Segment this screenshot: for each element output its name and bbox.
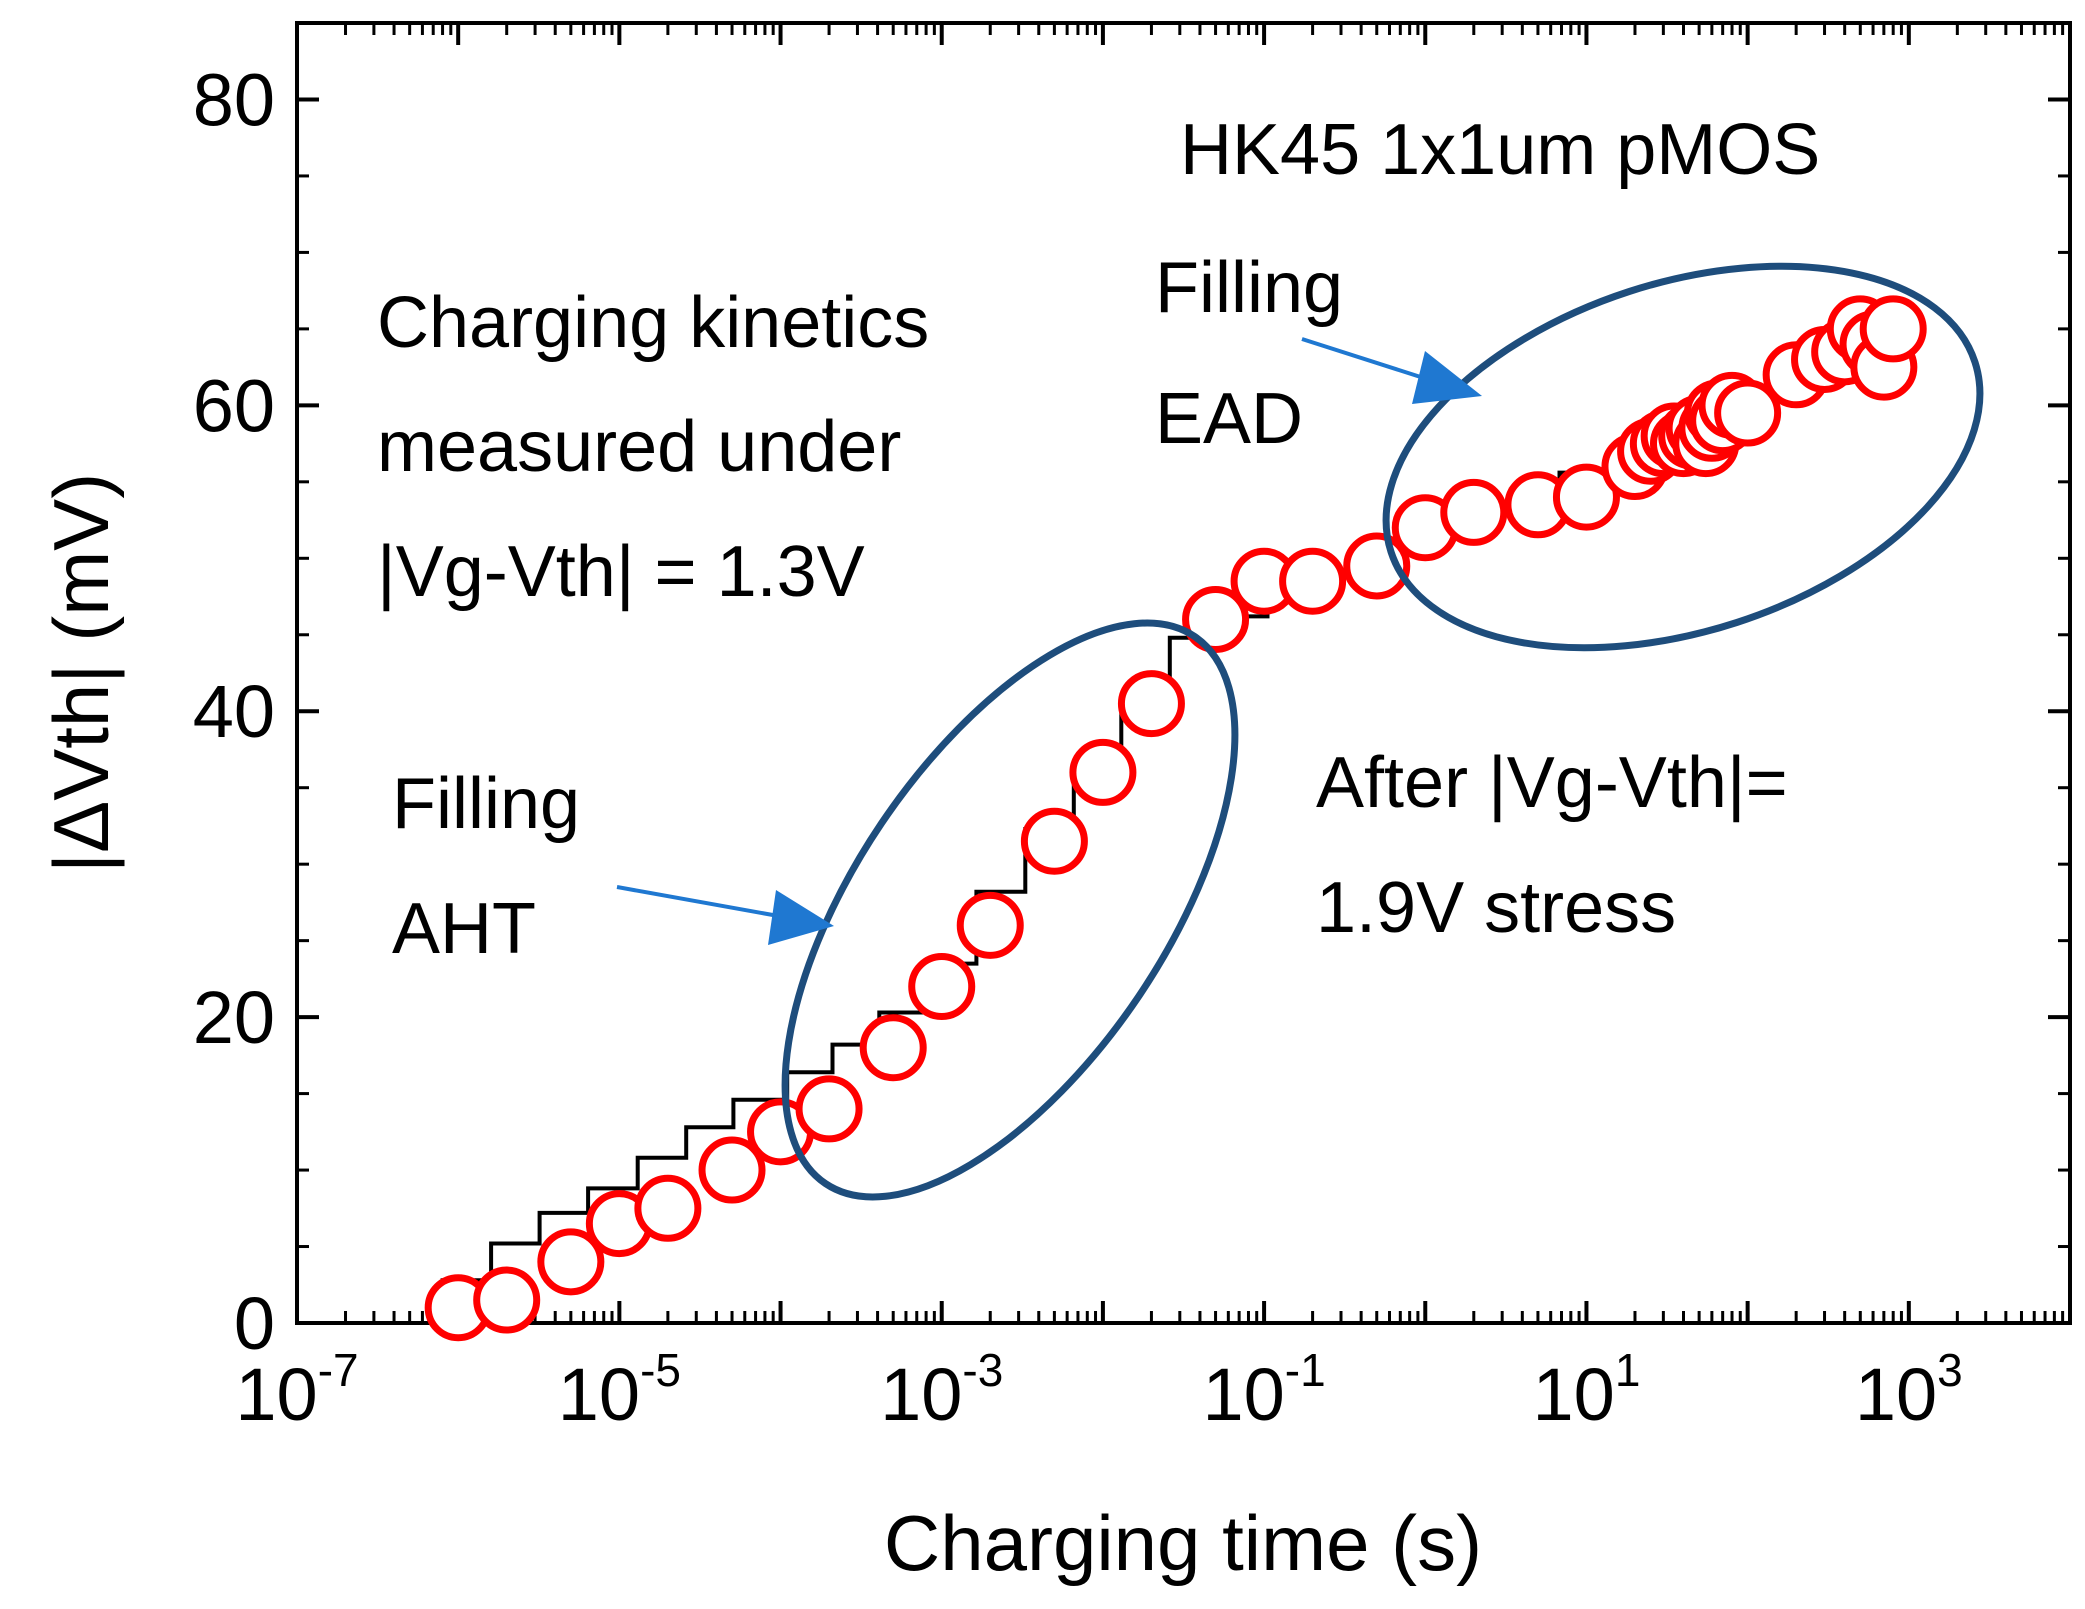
plot-frame xyxy=(295,21,2072,1325)
charging-note-line3: |Vg-Vth| = 1.3V xyxy=(377,532,865,612)
y-minor-ticks xyxy=(297,174,2070,1249)
ead-label-line2: EAD xyxy=(1155,379,1303,459)
y-tick-label: 80 xyxy=(193,58,275,141)
data-point xyxy=(1020,807,1088,875)
data-point xyxy=(908,953,976,1021)
data-point xyxy=(1440,478,1508,546)
charging-note-line2: measured under xyxy=(377,407,901,487)
data-point xyxy=(1182,585,1250,653)
data-point xyxy=(1859,295,1927,363)
aht-ellipse xyxy=(781,619,1239,1201)
y-major-ticks xyxy=(297,97,2070,1325)
x-axis-title: Charging time (s) xyxy=(884,1499,1482,1587)
x-tick-label: 103 xyxy=(1855,1344,1963,1436)
data-point xyxy=(956,891,1024,959)
data-point xyxy=(795,1075,863,1143)
y-axis-title: |ΔVth| (mV) xyxy=(37,473,125,873)
ead-arrow xyxy=(1301,337,1482,404)
y-tick-label: 20 xyxy=(193,976,275,1059)
measured-points xyxy=(424,295,1927,1342)
x-tick-label: 10-5 xyxy=(558,1344,681,1436)
after-note-line2: 1.9V stress xyxy=(1316,868,1676,948)
x-tick-label: 10-7 xyxy=(235,1344,358,1436)
aht-label-line2: AHT xyxy=(392,889,536,969)
x-tick-label: 101 xyxy=(1533,1344,1641,1436)
x-tick-label: 10-1 xyxy=(1202,1344,1325,1436)
ead-ellipse xyxy=(1382,262,1984,652)
after-note-line1: After |Vg-Vth|= xyxy=(1316,743,1788,823)
data-point xyxy=(1552,463,1620,531)
data-point xyxy=(1279,547,1347,615)
ead-label-line1: Filling xyxy=(1155,248,1343,328)
data-point xyxy=(537,1228,605,1296)
data-point xyxy=(634,1174,702,1242)
y-tick-label: 0 xyxy=(234,1282,275,1365)
aht-arrow xyxy=(616,885,834,945)
data-point xyxy=(698,1136,766,1204)
data-point xyxy=(473,1266,541,1334)
data-point xyxy=(1714,379,1782,447)
aht-label-line1: Filling xyxy=(392,764,580,844)
y-tick-label: 40 xyxy=(193,670,275,753)
x-major-ticks xyxy=(295,23,2072,1323)
device-label: HK45 1x1um pMOS xyxy=(1180,110,1820,190)
charging-note-line1: Charging kinetics xyxy=(377,283,929,363)
y-tick-labels: 0 20 40 60 80 xyxy=(193,58,275,1365)
data-point xyxy=(859,1014,927,1082)
data-point xyxy=(1117,670,1185,738)
x-tick-label: 10-3 xyxy=(880,1344,1003,1436)
x-minor-ticks xyxy=(344,23,2065,1323)
x-tick-labels: 10-7 10-5 10-3 10-1 101 103 xyxy=(235,1344,1962,1436)
y-tick-label: 60 xyxy=(193,364,275,447)
data-point xyxy=(1069,738,1137,806)
